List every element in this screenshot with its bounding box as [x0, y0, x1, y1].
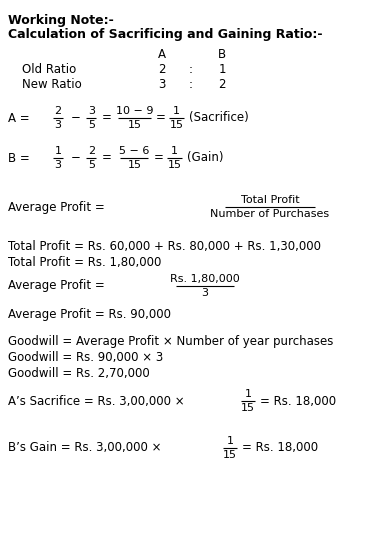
- Text: Average Profit = Rs. 90,000: Average Profit = Rs. 90,000: [8, 308, 171, 321]
- Text: :: :: [189, 78, 193, 91]
- Text: New Ratio: New Ratio: [22, 78, 82, 91]
- Text: 1: 1: [218, 63, 226, 76]
- Text: = Rs. 18,000: = Rs. 18,000: [260, 394, 337, 408]
- Text: Goodwill = Average Profit × Number of year purchases: Goodwill = Average Profit × Number of ye…: [8, 335, 334, 348]
- Text: 1: 1: [54, 146, 61, 156]
- Text: Rs. 1,80,000: Rs. 1,80,000: [170, 274, 240, 284]
- Text: 3: 3: [88, 106, 95, 116]
- Text: =: =: [156, 111, 165, 125]
- Text: = Rs. 18,000: = Rs. 18,000: [242, 442, 319, 455]
- Text: 15: 15: [223, 450, 237, 460]
- Text: A: A: [158, 48, 166, 61]
- Text: A’s Sacrifice = Rs. 3,00,000 ×: A’s Sacrifice = Rs. 3,00,000 ×: [8, 394, 185, 408]
- Text: =: =: [101, 111, 111, 125]
- Text: −: −: [71, 152, 81, 164]
- Text: Total Profit: Total Profit: [241, 195, 300, 205]
- Text: −: −: [71, 111, 81, 125]
- Text: 10 − 9: 10 − 9: [116, 106, 153, 116]
- Text: Total Profit = Rs. 1,80,000: Total Profit = Rs. 1,80,000: [8, 256, 161, 269]
- Text: B’s Gain = Rs. 3,00,000 ×: B’s Gain = Rs. 3,00,000 ×: [8, 442, 161, 455]
- Text: Working Note:-: Working Note:-: [8, 14, 114, 27]
- Text: 5: 5: [88, 120, 95, 130]
- Text: Calculation of Sacrificing and Gaining Ratio:-: Calculation of Sacrificing and Gaining R…: [8, 28, 323, 41]
- Text: 3: 3: [54, 120, 61, 130]
- Text: 2: 2: [88, 146, 95, 156]
- Text: A =: A =: [8, 111, 30, 125]
- Text: 2: 2: [158, 63, 166, 76]
- Text: Old Ratio: Old Ratio: [22, 63, 76, 76]
- Text: 3: 3: [54, 160, 61, 170]
- Text: 15: 15: [241, 403, 255, 413]
- Text: Average Profit =: Average Profit =: [8, 280, 105, 292]
- Text: 15: 15: [170, 120, 184, 130]
- Text: Number of Purchases: Number of Purchases: [210, 209, 330, 219]
- Text: =: =: [153, 152, 163, 164]
- Text: 15: 15: [127, 120, 142, 130]
- Text: 3: 3: [201, 288, 208, 298]
- Text: 1: 1: [171, 146, 178, 156]
- Text: =: =: [101, 152, 111, 164]
- Text: 1: 1: [244, 389, 251, 399]
- Text: 2: 2: [54, 106, 61, 116]
- Text: Goodwill = Rs. 2,70,000: Goodwill = Rs. 2,70,000: [8, 367, 150, 380]
- Text: 15: 15: [127, 160, 142, 170]
- Text: (Gain): (Gain): [187, 152, 223, 164]
- Text: Goodwill = Rs. 90,000 × 3: Goodwill = Rs. 90,000 × 3: [8, 351, 163, 364]
- Text: Average Profit =: Average Profit =: [8, 201, 105, 213]
- Text: 2: 2: [218, 78, 226, 91]
- Text: Total Profit = Rs. 60,000 + Rs. 80,000 + Rs. 1,30,000: Total Profit = Rs. 60,000 + Rs. 80,000 +…: [8, 240, 321, 253]
- Text: 15: 15: [167, 160, 181, 170]
- Text: 5 − 6: 5 − 6: [119, 146, 150, 156]
- Text: 3: 3: [158, 78, 166, 91]
- Text: B =: B =: [8, 152, 30, 164]
- Text: 1: 1: [173, 106, 180, 116]
- Text: 5: 5: [88, 160, 95, 170]
- Text: B: B: [218, 48, 226, 61]
- Text: (Sacrifice): (Sacrifice): [189, 111, 249, 125]
- Text: 1: 1: [226, 436, 233, 446]
- Text: :: :: [189, 63, 193, 76]
